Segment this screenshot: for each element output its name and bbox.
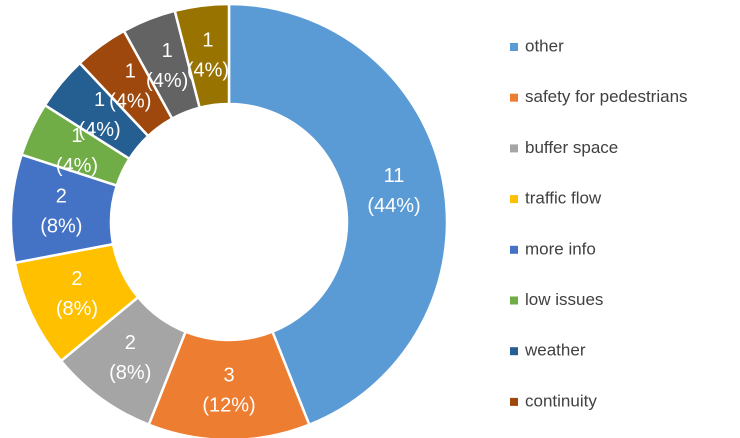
legend-label: continuity [525, 391, 597, 410]
data-label: (4%) [78, 119, 120, 141]
data-label: (12%) [202, 394, 255, 416]
data-label: 1 [162, 40, 173, 62]
legend-swatch [510, 195, 518, 204]
data-label: 2 [71, 268, 82, 290]
legend-label: low issues [525, 290, 603, 309]
data-label: (4%) [187, 60, 229, 82]
data-label: 3 [223, 364, 234, 386]
legend-swatch [510, 296, 518, 305]
data-label: (4%) [146, 70, 188, 92]
legend-label: traffic flow [525, 189, 602, 208]
data-label: (8%) [109, 362, 151, 384]
data-label: (44%) [367, 195, 420, 217]
data-label: 1 [71, 125, 82, 147]
data-label: 2 [56, 186, 67, 208]
data-label: (8%) [40, 216, 82, 238]
legend-label: more info [525, 239, 596, 258]
data-label: (4%) [109, 90, 151, 112]
legend-swatch [510, 347, 518, 356]
donut-slice [227, 2, 449, 427]
data-label: 1 [202, 30, 213, 52]
legend-label: buffer space [525, 138, 618, 157]
data-label: 1 [125, 60, 136, 82]
legend-label: other [525, 36, 564, 55]
legend-label: safety for pedestrians [525, 87, 688, 106]
legend-swatch [510, 144, 518, 153]
legend-swatch [510, 397, 518, 406]
legend-swatch [510, 245, 518, 254]
legend-swatch [510, 43, 518, 51]
legend-label: weather [524, 341, 586, 360]
legend-swatch [510, 93, 518, 102]
data-label: (4%) [56, 155, 98, 177]
data-label: 1 [94, 89, 105, 111]
data-label: 11 [384, 165, 405, 187]
data-label: 2 [125, 332, 136, 354]
data-label: (8%) [56, 298, 98, 320]
donut-slice [173, 2, 231, 110]
